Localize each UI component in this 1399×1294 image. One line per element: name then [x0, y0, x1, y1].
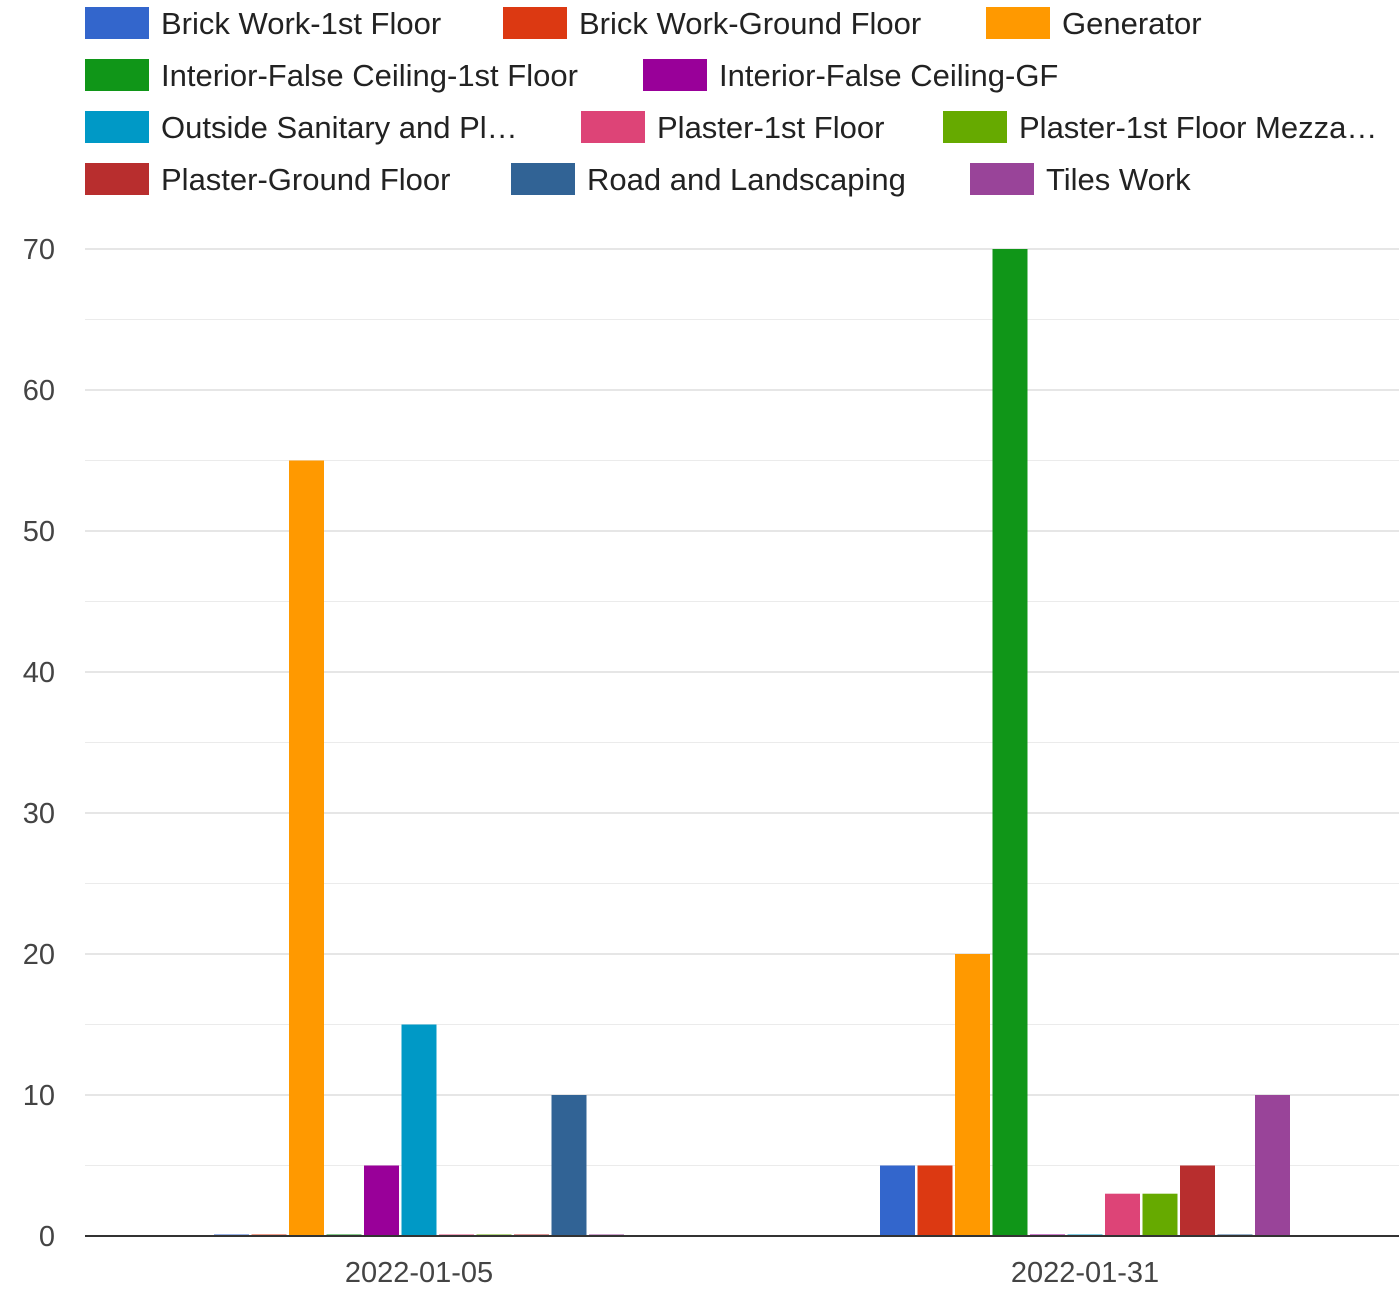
y-tick-label: 0: [39, 1221, 55, 1253]
y-tick-label: 40: [23, 657, 55, 689]
bar[interactable]: [551, 1095, 587, 1236]
y-tick-label: 20: [23, 939, 55, 971]
legend-swatch: [503, 7, 567, 39]
bar[interactable]: [1180, 1165, 1215, 1237]
legend-label: Outside Sanitary and Pl…: [161, 110, 518, 145]
legend-swatch: [943, 111, 1007, 143]
legend-swatch: [581, 111, 645, 143]
legend-item[interactable]: Plaster-1st Floor: [581, 110, 884, 145]
y-tick-label: 10: [23, 1080, 55, 1112]
legend-item[interactable]: Tiles Work: [970, 162, 1191, 197]
bar[interactable]: [364, 1165, 399, 1237]
bar[interactable]: [1255, 1095, 1290, 1236]
y-tick-label: 30: [23, 798, 55, 830]
legend-item[interactable]: Brick Work-Ground Floor: [503, 6, 921, 41]
legend-item[interactable]: Interior-False Ceiling-1st Floor: [85, 58, 578, 93]
legend: Brick Work-1st Floor Brick Work-Ground Fl…: [85, 6, 1377, 197]
legend-item[interactable]: Generator: [986, 6, 1202, 41]
legend-label: Interior-False Ceiling-1st Floor: [161, 58, 578, 93]
legend-item[interactable]: Outside Sanitary and Pl…: [85, 110, 518, 145]
y-tick-label: 60: [23, 375, 55, 407]
x-tick-label: 2022-01-31: [1011, 1257, 1159, 1289]
legend-item[interactable]: Plaster-1st Floor Mezza…: [943, 110, 1377, 145]
bar[interactable]: [992, 249, 1028, 1236]
legend-swatch: [970, 163, 1034, 195]
legend-label: Interior-False Ceiling-GF: [719, 58, 1058, 93]
legend-label: Plaster-1st Floor: [657, 110, 884, 145]
y-tick-label: 70: [23, 234, 55, 266]
y-tick-label: 50: [23, 516, 55, 548]
legend-item[interactable]: Interior-False Ceiling-GF: [643, 58, 1058, 93]
legend-label: Plaster-Ground Floor: [161, 162, 450, 197]
legend-label: Brick Work-1st Floor: [161, 6, 441, 41]
legend-swatch: [85, 163, 149, 195]
bar[interactable]: [1142, 1193, 1178, 1236]
legend-label: Brick Work-Ground Floor: [579, 6, 921, 41]
legend-label: Plaster-1st Floor Mezza…: [1019, 110, 1377, 145]
bar[interactable]: [917, 1165, 953, 1237]
bars: [214, 249, 1290, 1236]
legend-swatch: [643, 59, 707, 91]
legend-item[interactable]: Road and Landscaping: [511, 162, 906, 197]
gridlines: [85, 248, 1399, 1166]
axes: 0 10 20 30 40 50 60 70 2022-01-05 2022-01-31: [23, 234, 1399, 1289]
legend-swatch: [85, 59, 149, 91]
legend-swatch: [986, 7, 1050, 39]
legend-item[interactable]: Plaster-Ground Floor: [85, 162, 450, 197]
legend-item[interactable]: Brick Work-1st Floor: [85, 6, 441, 41]
bar[interactable]: [289, 460, 324, 1237]
legend-swatch: [85, 111, 149, 143]
bar[interactable]: [880, 1165, 915, 1237]
legend-label: Road and Landscaping: [587, 162, 906, 197]
legend-swatch: [85, 7, 149, 39]
bar[interactable]: [401, 1024, 437, 1237]
bar[interactable]: [955, 954, 990, 1236]
legend-label: Generator: [1062, 6, 1202, 41]
bar[interactable]: [1105, 1193, 1140, 1236]
legend-swatch: [511, 163, 575, 195]
x-tick-label: 2022-01-05: [345, 1257, 493, 1289]
legend-label: Tiles Work: [1046, 162, 1191, 197]
